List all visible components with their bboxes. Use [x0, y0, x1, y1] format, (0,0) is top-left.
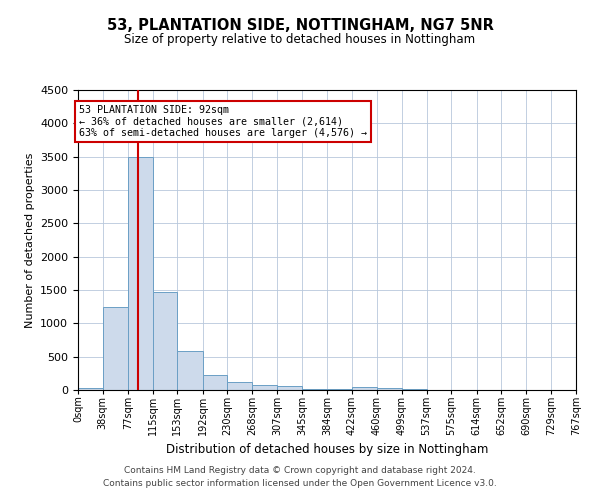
Text: 53, PLANTATION SIDE, NOTTINGHAM, NG7 5NR: 53, PLANTATION SIDE, NOTTINGHAM, NG7 5NR — [107, 18, 493, 32]
X-axis label: Distribution of detached houses by size in Nottingham: Distribution of detached houses by size … — [166, 444, 488, 456]
Bar — [78, 388, 103, 390]
Text: Size of property relative to detached houses in Nottingham: Size of property relative to detached ho… — [124, 32, 476, 46]
Bar — [252, 384, 277, 390]
Text: Contains HM Land Registry data © Crown copyright and database right 2024.
Contai: Contains HM Land Registry data © Crown c… — [103, 466, 497, 487]
Bar — [178, 352, 203, 390]
Bar — [277, 386, 302, 390]
Bar — [377, 388, 402, 390]
Text: 53 PLANTATION SIDE: 92sqm
← 36% of detached houses are smaller (2,614)
63% of se: 53 PLANTATION SIDE: 92sqm ← 36% of detac… — [79, 104, 367, 138]
Y-axis label: Number of detached properties: Number of detached properties — [25, 152, 35, 328]
Bar — [203, 374, 227, 390]
Bar — [128, 156, 152, 390]
Bar — [103, 306, 128, 390]
Bar — [152, 292, 178, 390]
Bar — [227, 382, 252, 390]
Bar — [302, 388, 328, 390]
Bar — [352, 386, 377, 390]
